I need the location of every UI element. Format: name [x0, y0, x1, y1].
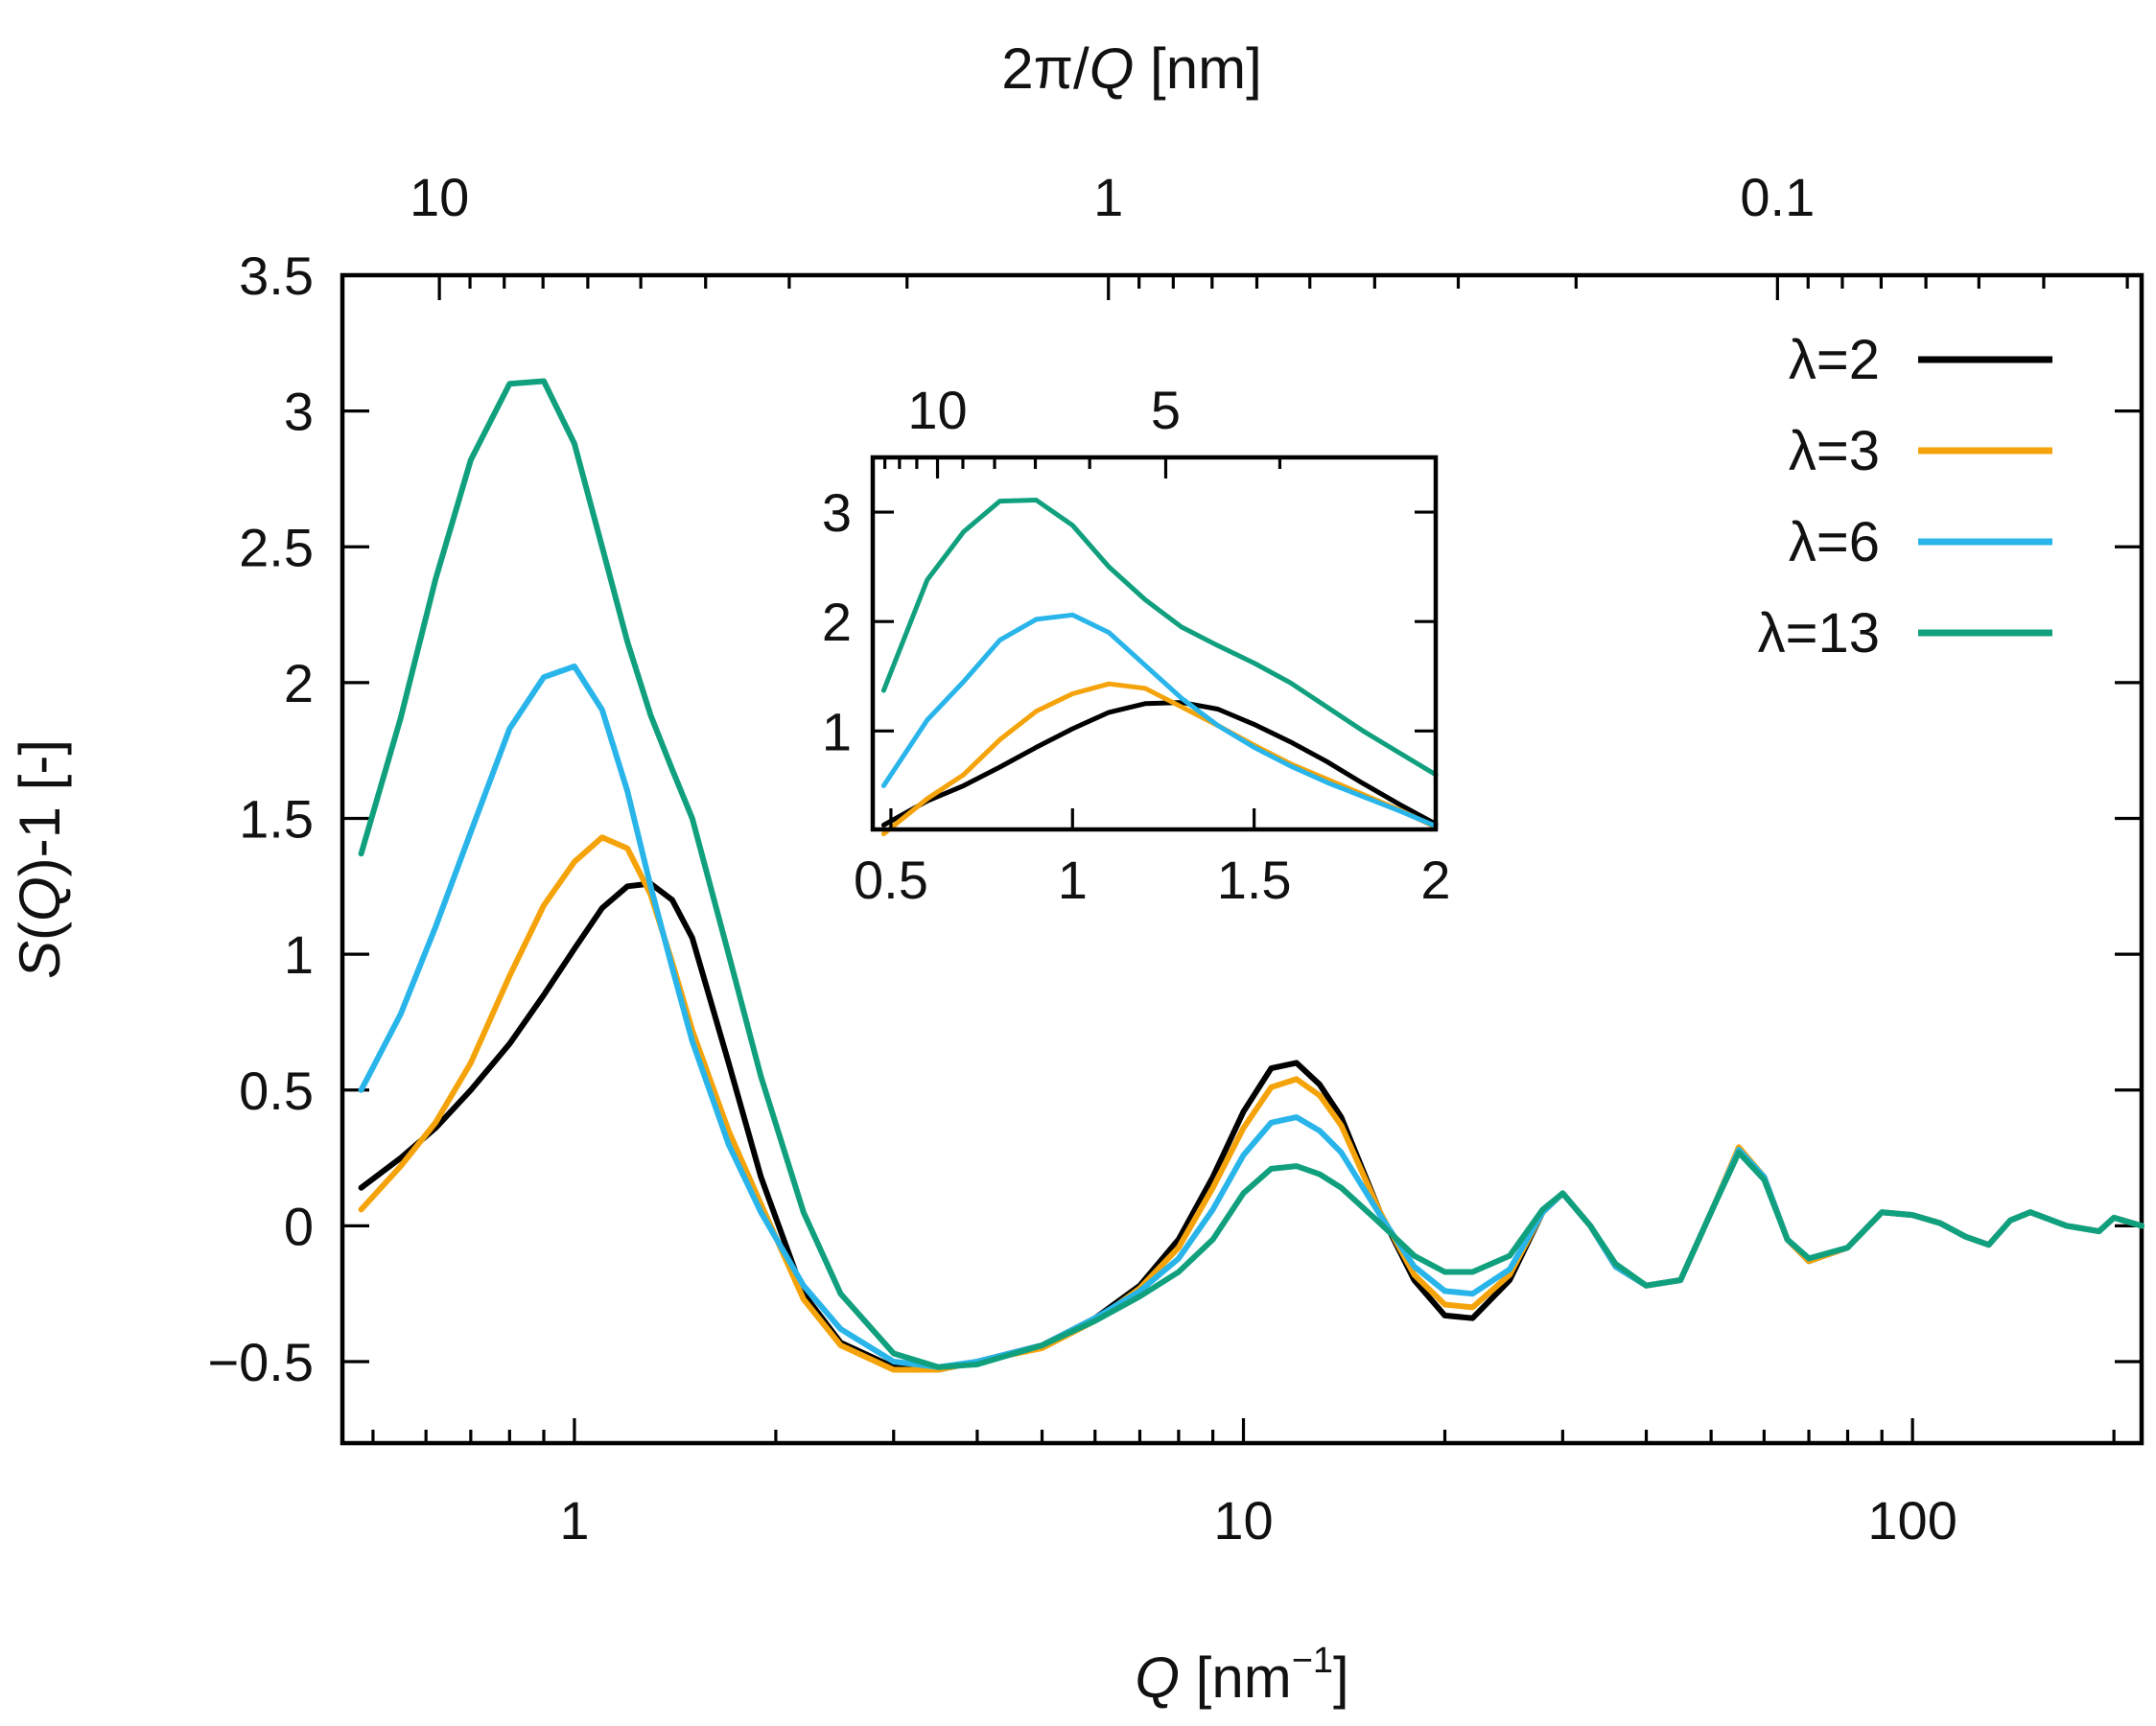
top-axis-label: 2π/Q [nm] — [1001, 36, 1261, 101]
y-tick-label: 2 — [284, 653, 314, 713]
y-tick-label: 0 — [284, 1196, 314, 1256]
y-tick-label: 1.5 — [239, 789, 314, 850]
top-tick-label: 1 — [1093, 167, 1123, 227]
x-tick-label: 1 — [559, 1490, 589, 1551]
y-tick-label: −0.5 — [207, 1332, 314, 1392]
series-line-1 — [358, 880, 2144, 1373]
x-axis-label: Q [nm−1] — [1135, 1641, 1348, 1710]
y-tick-label: 3.5 — [239, 245, 314, 306]
inset-x-tick-label: 2 — [1420, 850, 1450, 910]
inset-plot: 0.5 1 1.5 2 1 2 3 10 5 — [822, 380, 1451, 910]
legend-label: λ=13 — [1758, 602, 1880, 665]
top-tick-label: 10 — [410, 167, 469, 227]
inset-y-tick-label: 1 — [822, 701, 852, 761]
main-plot: 1 10 100 10 1 0.1 −0.5 0 0.5 1 1.5 2 2.5 3 3.5 Q [nm−1]… — [8, 36, 2144, 1710]
legend: λ=2 λ=3 λ=6 λ=13 — [1758, 329, 2052, 665]
inset-top-tick-label: 5 — [1151, 380, 1181, 440]
inset-x-tick-label: 1.5 — [1217, 850, 1292, 910]
inset-x-tick-label: 1 — [1058, 850, 1088, 910]
inset-series-line-2 — [880, 681, 1439, 837]
legend-label: λ=2 — [1789, 329, 1880, 391]
legend-label: λ=3 — [1789, 420, 1880, 482]
y-tick-label: 3 — [284, 382, 314, 442]
inset-x-tick-label: 0.5 — [854, 850, 928, 910]
y-tick-label: 2.5 — [239, 517, 314, 577]
inset-y-tick-label: 3 — [822, 482, 852, 543]
series-line-4 — [358, 378, 2144, 1370]
inset-series-line-1 — [880, 700, 1439, 828]
x-tick-label: 100 — [1867, 1490, 1957, 1551]
top-tick-label: 0.1 — [1740, 167, 1815, 227]
y-tick-label: 1 — [284, 924, 314, 985]
y-axis-label: S(Q)-1 [-] — [8, 739, 72, 979]
inset-series-line-3 — [880, 612, 1439, 829]
legend-label: λ=6 — [1789, 511, 1880, 573]
inset-y-tick-label: 2 — [822, 592, 852, 652]
inset-series-line-4 — [880, 498, 1439, 778]
inset-background — [873, 457, 1436, 829]
x-tick-label: 10 — [1213, 1490, 1273, 1551]
inset-top-tick-label: 10 — [907, 380, 967, 440]
y-tick-label: 0.5 — [239, 1061, 314, 1121]
inset-frame — [870, 455, 1439, 832]
